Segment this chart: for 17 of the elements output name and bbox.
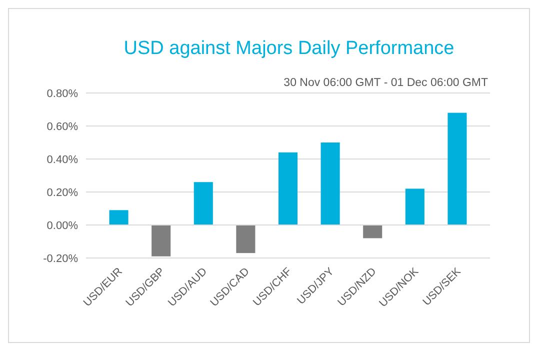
chart-title: USD against Majors Daily Performance (124, 38, 454, 59)
bar (152, 225, 171, 256)
bar (405, 188, 424, 225)
bar (363, 225, 382, 238)
y-tick-label: 0.20% (46, 187, 78, 199)
y-tick-label: 0.40% (46, 154, 78, 166)
bar (278, 152, 298, 225)
bar (109, 210, 128, 225)
y-tick-label: 0.60% (46, 121, 78, 133)
bar (320, 142, 340, 225)
y-tick-label: 0.80% (46, 88, 78, 100)
y-tick-label: -0.20% (43, 253, 78, 265)
y-tick-label: 0.00% (46, 220, 78, 232)
chart-subtitle: 30 Nov 06:00 GMT - 01 Dec 06:00 GMT (284, 77, 488, 89)
bar (448, 112, 467, 225)
bar (194, 182, 213, 225)
bar (236, 225, 256, 254)
